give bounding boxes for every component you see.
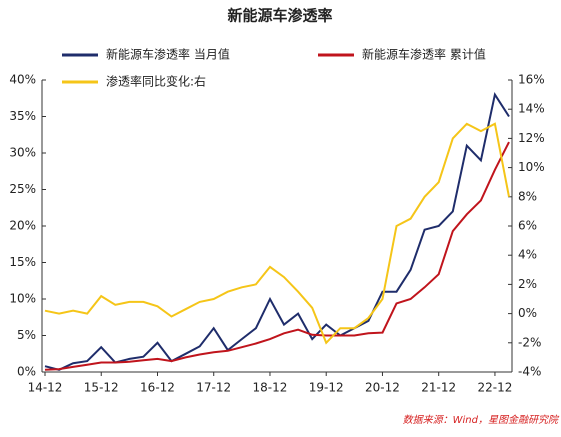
y2-tick-label: 14% — [518, 102, 545, 116]
y2-tick-label: 16% — [518, 73, 545, 87]
y-tick-label: 15% — [9, 255, 36, 269]
y2-tick-label: 10% — [518, 160, 545, 174]
y2-tick-label: 8% — [518, 189, 537, 203]
y-tick-label: 30% — [9, 146, 36, 160]
x-tick-label: 17-12 — [196, 381, 231, 395]
series-line — [44, 141, 510, 371]
y-tick-label: 10% — [9, 292, 36, 306]
y-tick-label: 0% — [17, 365, 36, 379]
y2-tick-label: 2% — [518, 277, 537, 291]
legend-label: 新能源车渗透率 当月值 — [106, 47, 230, 62]
series-line — [44, 92, 510, 371]
y-tick-label: 25% — [9, 182, 36, 196]
x-tick-label: 22-12 — [478, 381, 513, 395]
x-tick-label: 15-12 — [84, 381, 119, 395]
series-line — [44, 122, 510, 345]
x-tick-label: 18-12 — [253, 381, 288, 395]
y-tick-label: 35% — [9, 109, 36, 123]
y2-tick-label: 0% — [518, 306, 537, 320]
x-tick-label: 20-12 — [365, 381, 400, 395]
source-note: 数据来源：Wind，星图金融研究院 — [403, 414, 560, 426]
y2-tick-label: -4% — [518, 365, 541, 379]
y-tick-label: 20% — [9, 219, 36, 233]
x-tick-label: 16-12 — [140, 381, 175, 395]
y2-tick-label: -2% — [518, 335, 541, 349]
x-tick-label: 19-12 — [309, 381, 344, 395]
y2-tick-label: 4% — [518, 248, 537, 262]
chart-title: 新能源车渗透率 — [227, 7, 332, 25]
x-tick-label: 21-12 — [421, 381, 456, 395]
legend-label: 渗透率同比变化:右 — [106, 74, 206, 89]
y2-tick-label: 6% — [518, 219, 537, 233]
y2-tick-label: 12% — [518, 131, 545, 145]
x-tick-label: 14-12 — [28, 381, 63, 395]
legend-label: 新能源车渗透率 累计值 — [362, 47, 486, 62]
y-tick-label: 5% — [17, 328, 36, 342]
y-tick-label: 40% — [9, 73, 36, 87]
